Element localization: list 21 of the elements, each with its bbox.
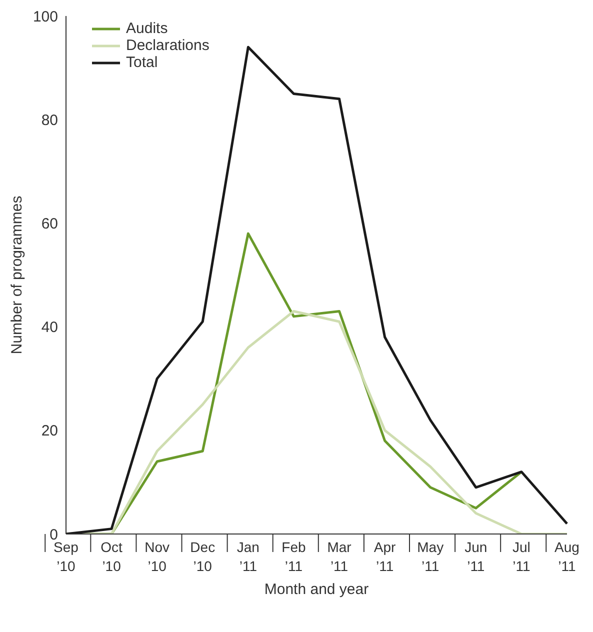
x-tick-label: Apr ’11 [374, 539, 396, 574]
legend-label: Declarations [126, 37, 210, 54]
x-tick-label: Dec ’10 [190, 539, 216, 574]
y-tick-label: 80 [41, 112, 58, 129]
x-axis-title: Month and year [264, 581, 369, 598]
x-tick-label: Mar ’11 [327, 539, 352, 574]
y-tick-label: 100 [32, 8, 58, 26]
x-tick-label: Feb ’11 [282, 539, 306, 574]
legend-label: Total [126, 54, 158, 71]
x-tick-label: Jun ’11 [464, 539, 488, 574]
y-tick-label: 20 [41, 422, 58, 440]
x-tick-label: May ’11 [417, 539, 444, 574]
x-tick-label: Oct ’10 [100, 539, 123, 574]
x-tick-label: Jul ’11 [512, 539, 530, 574]
y-tick-label: 60 [41, 216, 58, 233]
legend-label: Audits [126, 20, 168, 37]
y-axis-title: Number of programmes [8, 196, 26, 354]
x-tick-label: Aug ’11 [554, 539, 580, 574]
x-tick-label: Jan ’11 [236, 539, 260, 574]
x-tick-label: Nov ’10 [144, 539, 170, 574]
y-tick-label: 40 [41, 319, 58, 336]
